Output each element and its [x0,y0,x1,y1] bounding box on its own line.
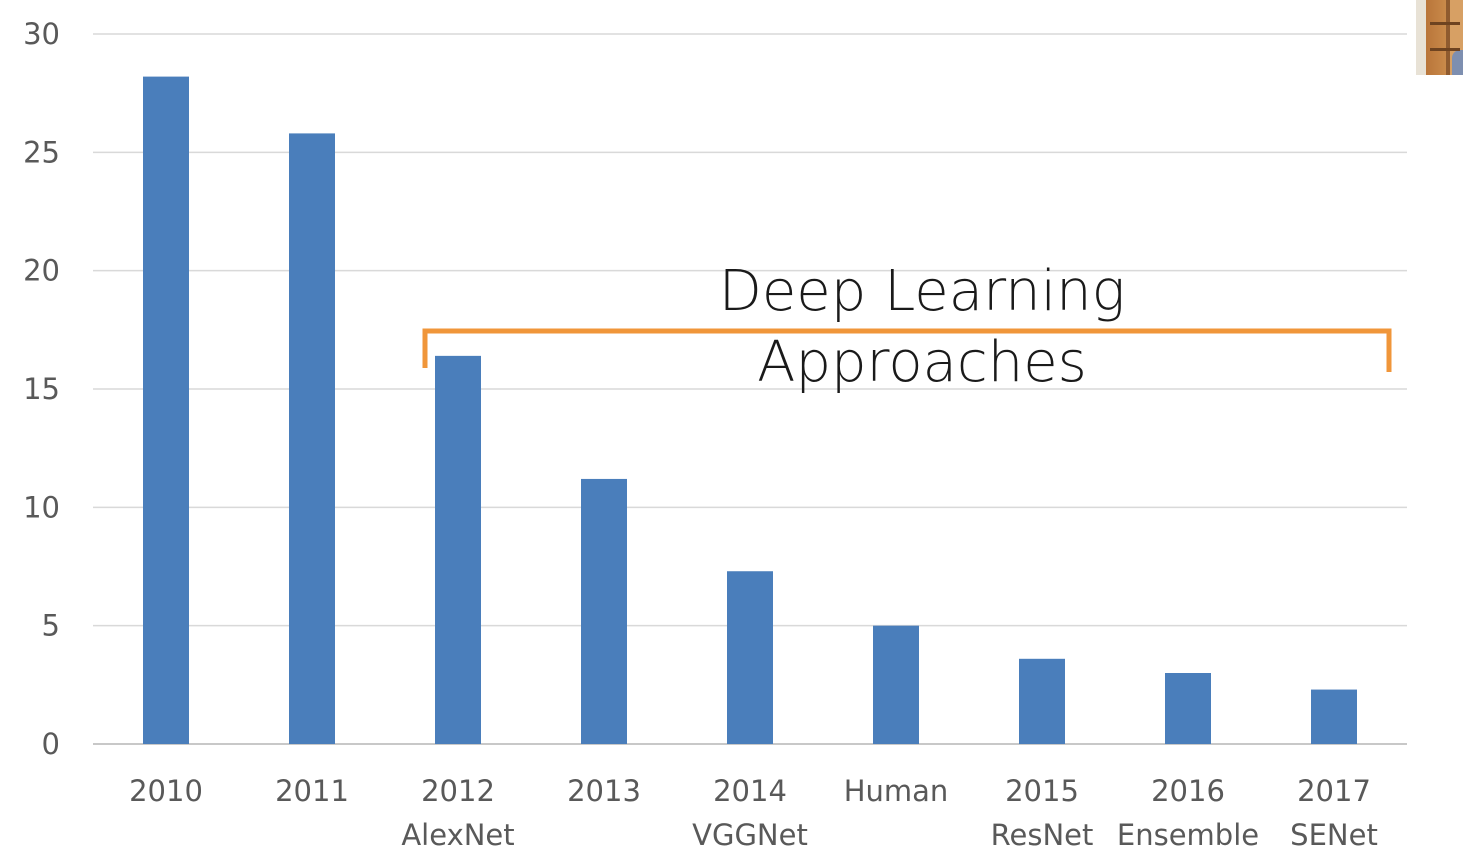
x-tick-sublabel: AlexNet [401,818,514,852]
x-tick-label: Human [844,774,949,808]
bars [143,76,1357,745]
y-tick-label: 5 [42,609,60,643]
bar-2014-vggnet [727,571,773,744]
bar-2017-senet [1311,689,1357,744]
y-tick-label: 0 [42,727,60,761]
x-tick-label: 2011 [275,774,349,808]
annotation-text-line-2: Approaches [757,330,1087,395]
bar-2016-ensemble [1165,673,1211,744]
bar-2012-alexnet [435,355,481,744]
presenter-video-thumbnail [1416,0,1463,75]
x-tick-label: 2016 [1151,774,1225,808]
deep-learning-annotation: Deep Learning Approaches [422,259,1392,395]
y-tick-label: 25 [23,135,60,169]
x-tick-label: 2015 [1005,774,1079,808]
y-tick-label: 15 [23,372,60,406]
bar-2010 [143,76,189,745]
y-tick-label: 10 [23,490,60,524]
x-tick-sublabel: ResNet [991,818,1094,852]
x-tick-sublabel: Ensemble [1117,818,1259,852]
x-tick-label: 2012 [421,774,495,808]
x-tick-label: 2010 [129,774,203,808]
x-tick-sublabel: VGGNet [692,818,808,852]
y-tick-label: 20 [23,254,60,288]
y-axis-ticks: 0 5 10 15 20 25 30 [23,17,60,761]
annotation-text-line-1: Deep Learning [719,259,1126,324]
y-tick-label: 30 [23,17,60,51]
x-tick-label: 2014 [713,774,787,808]
x-axis-ticks: 2010 2011 2012 AlexNet 2013 2014 VGGNet Human 20… [129,774,1378,852]
bar-human [873,625,919,744]
x-tick-label: 2013 [567,774,641,808]
bar-2015-resnet [1019,658,1065,744]
x-tick-sublabel: SENet [1290,818,1378,852]
presenter-figure [1452,50,1463,75]
annotation-bracket [422,328,1392,372]
bar-2011 [289,133,335,744]
bar-2013 [581,478,627,744]
x-tick-label: 2017 [1297,774,1371,808]
